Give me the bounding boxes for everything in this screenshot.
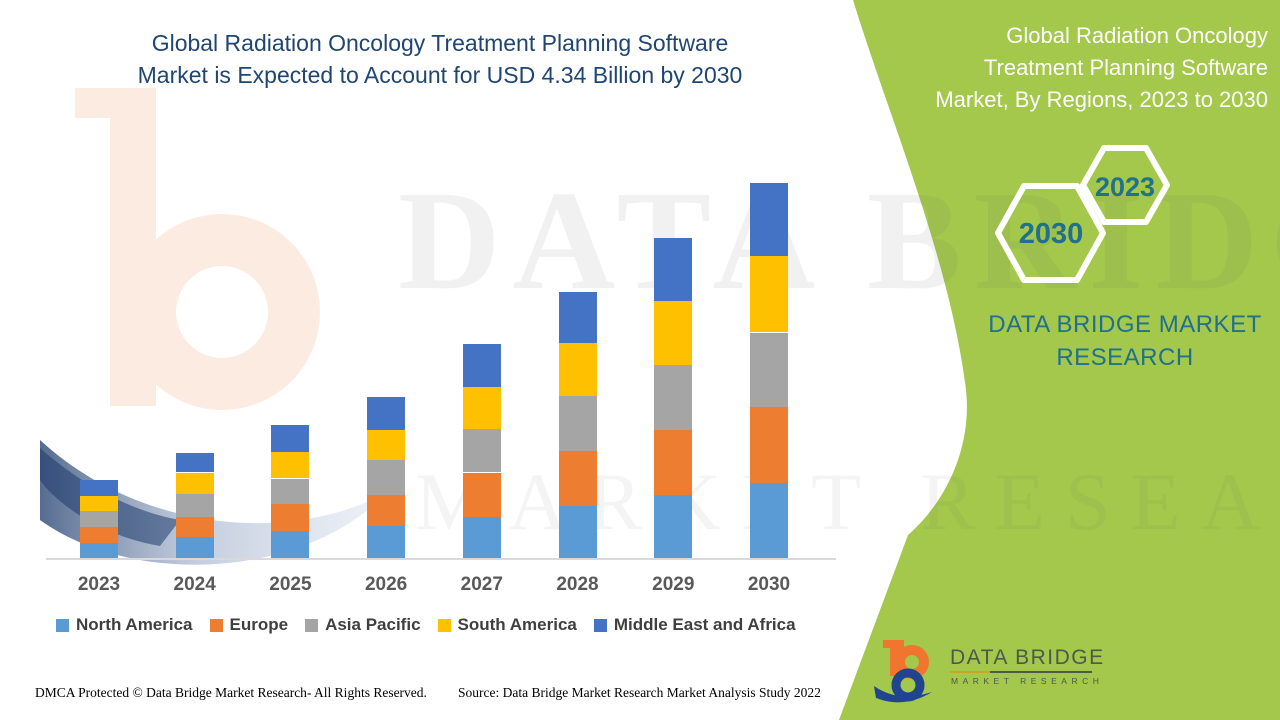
x-label-2025: 2025 <box>269 574 312 595</box>
legend-item-north-america: North America <box>56 615 193 635</box>
bar-2024-europe <box>175 516 214 538</box>
panel-brand-line-2: RESEARCH <box>1056 344 1194 371</box>
panel-title-line-2: Treatment Planning Software <box>983 55 1268 80</box>
legend-swatch-icon <box>209 618 223 632</box>
bar-2026-middle-east-and-africa <box>367 397 406 431</box>
hexagon-2023-icon <box>1080 145 1170 225</box>
legend-label: Europe <box>229 615 289 634</box>
legend-item-europe: Europe <box>209 615 289 635</box>
bar-2028-north-america <box>558 506 597 558</box>
x-label-2028: 2028 <box>556 574 599 595</box>
green-panel-path <box>839 0 1280 720</box>
page-title-line-1: Global Radiation Oncology Treatment Plan… <box>151 30 729 56</box>
bar-2024-asia-pacific <box>175 494 214 517</box>
bar-2028-europe <box>558 450 597 507</box>
bar-2025-europe <box>271 504 310 532</box>
bar-2026-south-america <box>367 430 406 461</box>
bar-2029-north-america <box>654 494 693 558</box>
bar-2025-middle-east-and-africa <box>271 424 310 452</box>
bar-2026-europe <box>367 494 406 526</box>
bar-2024-middle-east-and-africa <box>175 452 214 473</box>
bar-2027-europe <box>462 472 501 518</box>
bar-2030-north-america <box>750 482 788 558</box>
footer-logo-tagline: MARKET RESEARCH <box>951 676 1104 686</box>
legend-item-asia-pacific: Asia Pacific <box>305 615 421 635</box>
bar-2023-europe <box>80 526 118 544</box>
legend-item-south-america: South America <box>437 615 577 635</box>
footer-logo-brand: DATA BRIDGE <box>950 646 1105 669</box>
bar-2030-asia-pacific <box>750 332 788 407</box>
legend-swatch-icon <box>56 618 69 632</box>
legend-label: South America <box>457 615 577 634</box>
x-label-2030: 2030 <box>747 574 791 595</box>
source-note: Source: Data Bridge Market Research Mark… <box>458 685 821 700</box>
panel-title-line-1: Global Radiation Oncology <box>1006 23 1268 48</box>
bar-2029-middle-east-and-africa <box>654 238 693 302</box>
bar-2023-south-america <box>80 495 118 512</box>
bar-2027-middle-east-and-africa <box>462 343 501 387</box>
watermark-big-text: DATA BRIDGE <box>398 161 1280 319</box>
legend-label: North America <box>76 615 193 634</box>
panel-brand-line-1: DATA BRIDGE MARKET <box>988 311 1262 338</box>
data-bridge-logo-icon <box>874 640 932 703</box>
panel-title-line-3: Market, By Regions, 2023 to 2030 <box>935 87 1268 112</box>
page-title: Global Radiation Oncology Treatment Plan… <box>60 27 820 91</box>
bar-2028-middle-east-and-africa <box>558 291 597 343</box>
dmca-notice: DMCA Protected © Data Bridge Market Rese… <box>35 685 427 700</box>
bar-2023-north-america <box>80 543 118 558</box>
chart-legend: North America Europe Asia Pacific South Ame… <box>56 615 796 635</box>
legend-label: Asia Pacific <box>325 615 421 634</box>
bar-2023-asia-pacific <box>80 511 118 527</box>
x-label-2026: 2026 <box>364 574 408 595</box>
x-label-2024: 2024 <box>173 574 216 595</box>
bar-2028-south-america <box>558 342 597 397</box>
bar-2029-europe <box>654 430 693 495</box>
bar-2025-asia-pacific <box>271 478 310 505</box>
bar-2025-north-america <box>271 531 310 558</box>
legend-item-middle-east-and-africa: Middle East and Africa <box>593 615 796 635</box>
bar-2027-asia-pacific <box>462 429 501 473</box>
bar-2029-south-america <box>654 301 693 366</box>
bar-2027-south-america <box>462 386 501 430</box>
bar-2026-asia-pacific <box>367 460 406 495</box>
x-label-2027: 2027 <box>460 574 503 595</box>
bar-2026-north-america <box>367 526 406 558</box>
legend-label: Middle East and Africa <box>613 615 796 634</box>
hexagon-2030-icon <box>995 183 1106 283</box>
bar-2025-south-america <box>271 451 310 479</box>
bar-2024-north-america <box>175 537 214 558</box>
bar-2030-europe <box>750 406 788 483</box>
x-label-2029: 2029 <box>652 574 695 595</box>
footer-logo-rule <box>950 671 1092 673</box>
panel-title: Global Radiation Oncology Treatment Plan… <box>868 20 1268 116</box>
legend-swatch-icon <box>437 618 451 632</box>
legend-swatch-icon <box>593 618 607 632</box>
bar-2030-middle-east-and-africa <box>750 183 788 256</box>
page-title-line-2: Market is Expected to Account for USD 4.… <box>137 62 743 88</box>
bar-2024-south-america <box>175 472 214 495</box>
bar-2023-middle-east-and-africa <box>80 480 118 496</box>
hexagon-label-2023: 2023 <box>1094 172 1156 202</box>
hexagon-label-2030: 2030 <box>1018 218 1084 250</box>
x-label-2023: 2023 <box>77 574 121 595</box>
bar-2030-south-america <box>750 255 788 333</box>
bar-2027-north-america <box>462 517 501 558</box>
bar-2028-asia-pacific <box>558 396 597 451</box>
bar-2029-asia-pacific <box>654 365 693 431</box>
legend-swatch-icon <box>305 618 319 632</box>
x-axis-line <box>46 558 836 560</box>
footer-logo: DATA BRIDGE MARKET RESEARCH <box>874 636 1104 706</box>
